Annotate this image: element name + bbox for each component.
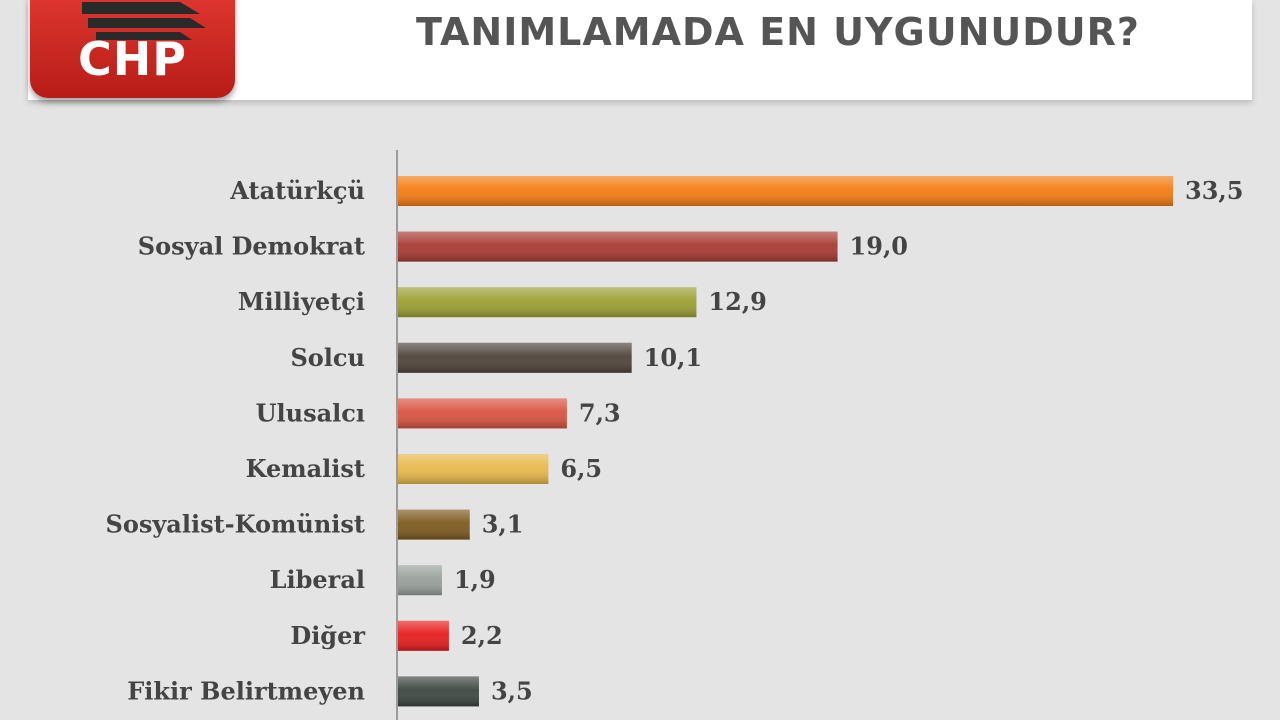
chp-logo: CHP xyxy=(30,0,235,98)
logo-text: CHP xyxy=(78,32,187,86)
value-label: 10,1 xyxy=(644,343,702,372)
bar-highlight xyxy=(398,454,549,484)
category-label: Atatürkçü xyxy=(229,176,365,205)
category-label: Sosyal Demokrat xyxy=(138,232,365,261)
bar-highlight xyxy=(398,231,838,262)
value-label: 7,3 xyxy=(579,398,621,427)
category-label: Diğer xyxy=(290,621,365,650)
chp-six-arrows-icon xyxy=(82,2,206,40)
category-label: Ulusalcı xyxy=(256,398,365,427)
value-label: 1,9 xyxy=(454,565,496,594)
bar-highlight xyxy=(398,398,567,429)
value-label: 2,2 xyxy=(461,621,503,650)
value-label: 3,1 xyxy=(482,510,524,539)
category-label: Kemalist xyxy=(246,454,365,483)
category-label: Milliyetçi xyxy=(238,287,365,316)
value-label: 6,5 xyxy=(560,454,602,483)
value-label: 33,5 xyxy=(1185,176,1243,205)
bar-highlight xyxy=(398,620,449,651)
bar-highlight xyxy=(398,176,1173,206)
value-label: 3,5 xyxy=(491,676,533,705)
bar-highlight xyxy=(398,509,470,540)
bar-highlight xyxy=(398,342,632,373)
bar-highlight xyxy=(398,565,442,596)
value-label: 12,9 xyxy=(708,287,766,316)
page-title: TANIMLAMADA EN UYGUNUDUR? xyxy=(416,10,1140,54)
bar-highlight xyxy=(398,287,697,318)
value-label: 19,0 xyxy=(850,232,908,261)
category-label: Sosyalist-Komünist xyxy=(106,510,366,539)
category-label: Liberal xyxy=(270,565,365,594)
category-label: Fikir Belirtmeyen xyxy=(127,676,365,705)
category-label: Solcu xyxy=(290,343,365,372)
bar-highlight xyxy=(398,676,479,707)
